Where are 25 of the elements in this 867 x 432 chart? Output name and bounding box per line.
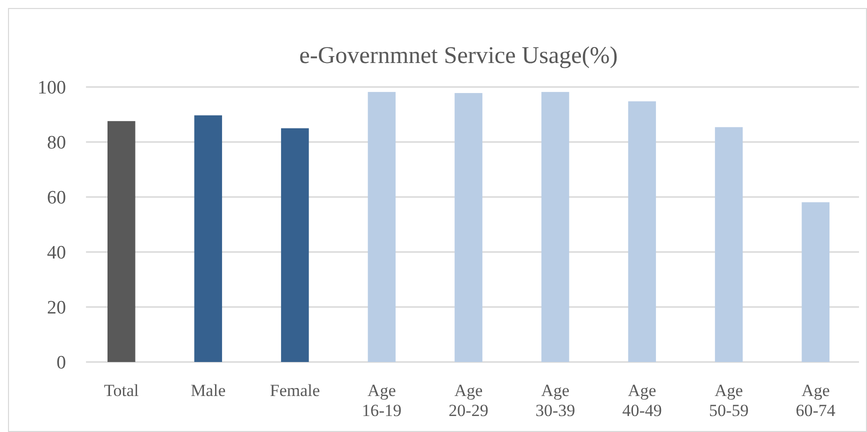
x-tick-label: Age 30-39: [535, 381, 576, 420]
x-tick-label: Age 50-59: [708, 381, 749, 420]
bar: [454, 93, 482, 362]
bar: [628, 101, 656, 362]
y-tick-label: 100: [38, 78, 66, 99]
x-tick-label: Age 16-19: [362, 381, 402, 420]
x-tick-label: Age 20-29: [448, 381, 488, 420]
y-tick-label: 20: [47, 298, 66, 319]
chart-title: e-Governmnet Service Usage(%): [299, 43, 618, 69]
x-tick-label: Female: [270, 381, 320, 400]
x-tick-label: Total: [104, 381, 140, 400]
bar: [541, 92, 570, 362]
bar: [802, 202, 830, 362]
bar: [714, 127, 743, 362]
bar: [108, 121, 136, 362]
y-tick-label: 80: [47, 132, 66, 154]
bar: [281, 128, 309, 362]
x-tick-label: Male: [190, 381, 226, 400]
y-tick-label: 60: [47, 188, 66, 209]
x-tick-label: Age 40-49: [622, 381, 662, 420]
bar: [194, 115, 222, 362]
y-tick-label: 0: [56, 352, 66, 374]
x-tick-label: Age 60-74: [796, 381, 836, 420]
y-tick-label: 40: [47, 242, 66, 264]
bar: [368, 92, 396, 362]
